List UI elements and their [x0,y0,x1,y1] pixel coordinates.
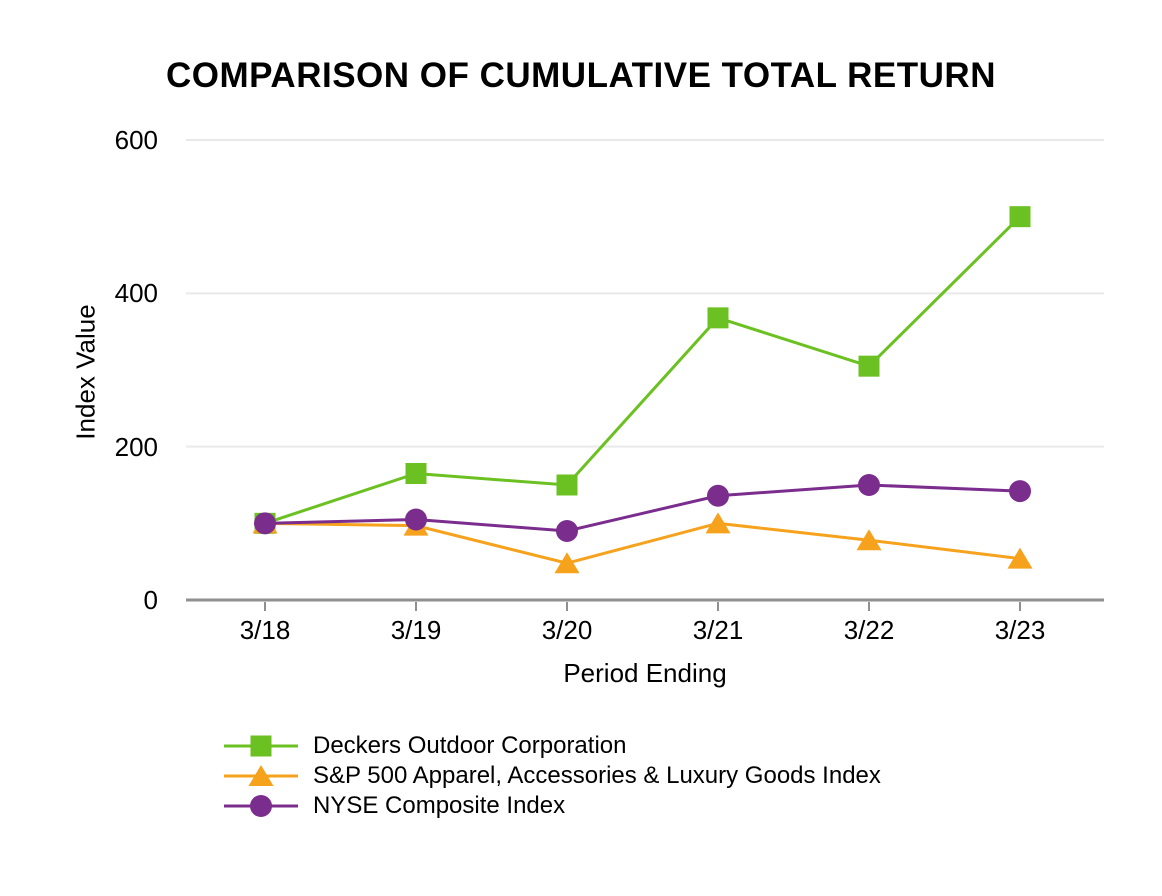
x-tick-label-3-22: 3/22 [843,615,895,645]
legend-row: S&P 500 Apparel, Accessories & Luxury Go… [222,761,881,791]
series-marker-triangle [248,765,274,786]
series-marker-circle [858,474,880,496]
series-marker-circle [254,512,276,535]
x-tick-label-3-20: 3/20 [541,615,593,645]
legend-row: Deckers Outdoor Corporation [222,731,881,761]
legend: Deckers Outdoor Corporation S&P 500 Appar… [222,731,881,821]
legend-square-icon [224,735,298,757]
series-marker-circle [707,484,729,507]
series-line [264,521,1021,565]
series-marker-square [1009,206,1031,228]
legend-triangle-icon [224,765,298,786]
legend-label: S&P 500 Apparel, Accessories & Luxury Go… [313,762,881,789]
series-marker-square [250,735,272,757]
series-line [264,215,1022,525]
x-tick-label-3-18: 3/18 [239,615,291,645]
legend-label: Deckers Outdoor Corporation [313,732,627,759]
series-marker-triangle [856,529,882,551]
series-marker-circle [405,508,427,531]
series-line [264,483,1021,533]
series-marker-triangle [1007,547,1033,569]
legend-circle-icon [224,795,298,817]
series-marker-circle [1009,480,1031,503]
series-marker-circle [250,795,272,817]
y-axis-title: Index Value [70,304,101,440]
legend-row: NYSE Composite Index [222,791,881,821]
y-tick-label-200: 200 [114,431,158,462]
y-tick-label-0: 0 [143,585,158,615]
series-marker-triangle [705,512,731,534]
series-marker-square [556,474,578,496]
y-tick-label-600: 600 [114,125,158,155]
x-axis-title: Period Ending [563,658,727,688]
chart-title: COMPARISON OF CUMULATIVE TOTAL RETURN [166,56,996,95]
x-tick-label-3-19: 3/19 [390,615,442,645]
series-marker-square [707,307,729,329]
series-marker-square [405,463,427,484]
y-tick-label-400: 400 [114,278,158,309]
x-tick-label-3-21: 3/21 [692,615,744,645]
x-tick-label-3-23: 3/23 [994,615,1046,645]
legend-label: NYSE Composite Index [313,792,566,819]
series-marker-square [858,355,880,377]
series-marker-triangle [554,552,580,574]
series-marker-circle [556,520,578,542]
